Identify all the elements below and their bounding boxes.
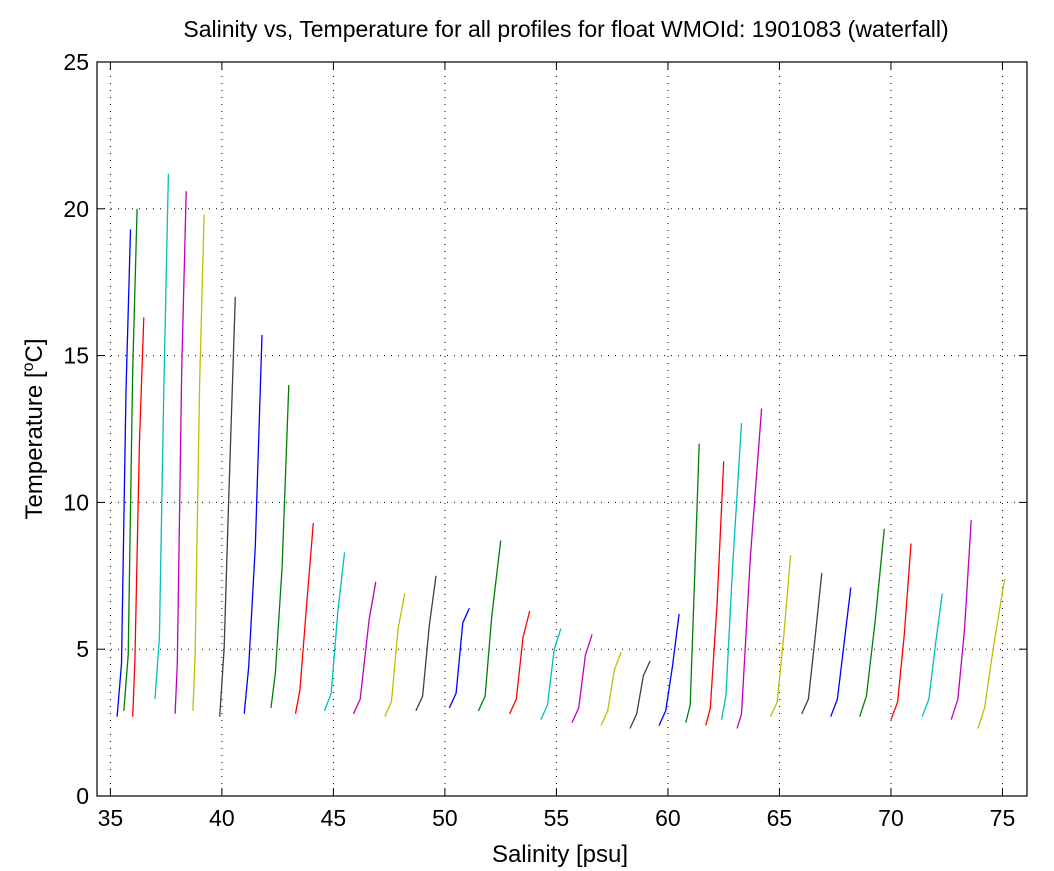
y-axis-label: Temperature [oC] xyxy=(20,339,48,520)
profile-line xyxy=(352,581,377,715)
profile-line xyxy=(415,575,437,712)
y-axis-label-superscript: o xyxy=(20,362,37,371)
plot-area-frame xyxy=(96,61,1028,797)
y-tick-labels: 0 5 10 15 20 25 xyxy=(63,49,89,809)
profile-line xyxy=(384,593,406,717)
profile-line xyxy=(132,317,145,717)
profile-line xyxy=(950,519,972,720)
profile-line xyxy=(509,610,531,715)
x-tick-label: 75 xyxy=(990,805,1016,831)
profile-line xyxy=(658,613,680,726)
profile-line xyxy=(154,173,170,700)
x-tick-label: 45 xyxy=(321,805,347,831)
profile-line xyxy=(769,555,792,717)
profile-line xyxy=(323,552,346,712)
x-tick-label: 65 xyxy=(767,805,793,831)
profile-line xyxy=(219,296,236,717)
profile-line xyxy=(629,660,651,729)
x-tick-labels: 35 40 45 50 55 60 65 70 75 xyxy=(98,805,1016,831)
chart-title: Salinity vs, Temperature for all profile… xyxy=(183,16,948,42)
y-tick-label: 5 xyxy=(76,636,89,662)
profile-line xyxy=(477,540,502,712)
profile-line xyxy=(736,408,763,729)
y-tick-label: 20 xyxy=(63,196,89,222)
x-tick-label: 50 xyxy=(432,805,458,831)
profile-line xyxy=(720,423,743,720)
x-tick-label: 60 xyxy=(655,805,681,831)
x-tick-label: 55 xyxy=(544,805,570,831)
profile-line xyxy=(830,587,852,717)
profile-lines xyxy=(116,173,1006,729)
x-tick-label: 70 xyxy=(878,805,904,831)
x-axis-label: Salinity [psu] xyxy=(492,841,628,868)
profile-line xyxy=(540,628,562,720)
profile-line xyxy=(571,634,593,723)
profile-line xyxy=(294,522,314,714)
profile-line xyxy=(685,443,700,723)
profile-line xyxy=(243,334,263,714)
y-tick-label: 0 xyxy=(76,783,89,809)
y-axis-label-tail: C] xyxy=(21,339,48,363)
y-tick-label: 15 xyxy=(63,343,89,369)
profile-line xyxy=(192,214,205,711)
y-tick-label: 25 xyxy=(63,49,89,75)
profile-line xyxy=(116,229,132,717)
profile-line xyxy=(859,528,885,717)
axis-ticks xyxy=(97,61,1027,797)
profile-line xyxy=(270,384,290,708)
profile-line xyxy=(921,593,943,717)
profile-line xyxy=(123,208,138,711)
x-tick-label: 40 xyxy=(209,805,235,831)
profile-line xyxy=(801,572,823,715)
y-axis-label-main: Temperature [ xyxy=(21,371,48,519)
profile-line xyxy=(600,651,622,726)
profile-line xyxy=(448,607,470,709)
x-tick-label: 35 xyxy=(98,805,124,831)
profile-line xyxy=(890,543,912,720)
profile-line xyxy=(705,461,725,726)
profile-line xyxy=(174,191,187,714)
profile-line xyxy=(977,578,1006,729)
y-tick-label: 10 xyxy=(63,489,89,515)
